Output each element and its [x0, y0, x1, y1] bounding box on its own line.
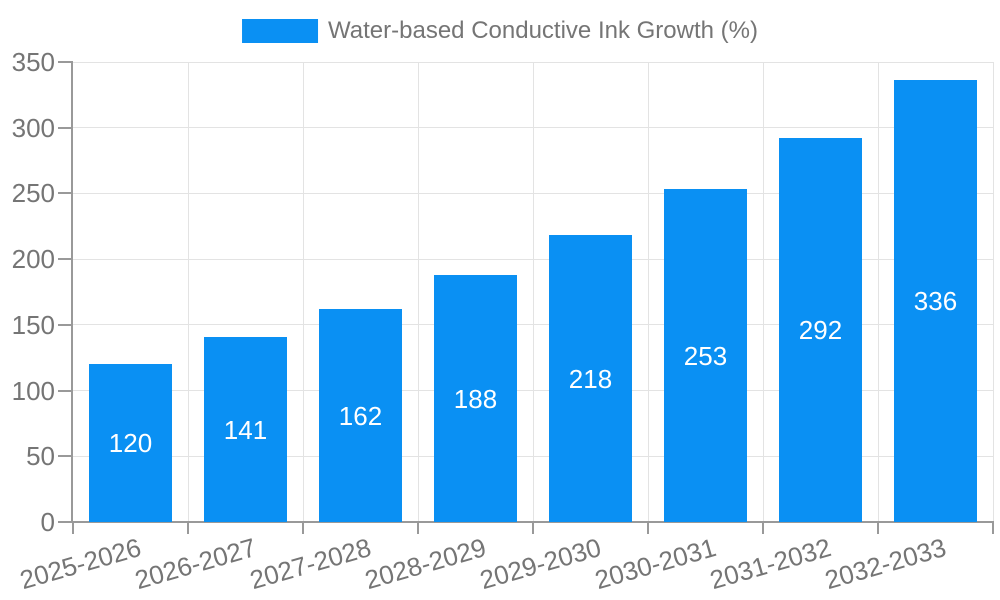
x-axis-tick-label: 2028-2029	[361, 532, 490, 596]
legend-swatch-icon	[242, 19, 319, 43]
y-axis-tick-label: 250	[11, 178, 55, 209]
y-axis-tick-label: 100	[11, 375, 55, 406]
y-axis-tick-label: 300	[11, 112, 55, 143]
bar-value-label: 336	[913, 286, 958, 316]
x-axis-tick-label: 2032-2033	[821, 532, 950, 596]
x-axis-tick-label: 2026-2027	[131, 532, 260, 596]
y-axis-tick	[58, 521, 73, 523]
bar-2025-2026[interactable]	[89, 364, 172, 522]
bar-value-label: 253	[683, 340, 728, 371]
x-axis-tick	[647, 522, 649, 534]
y-axis-tick	[58, 126, 73, 129]
legend-label: Water-based Conductive Ink Growth (%)	[328, 17, 758, 44]
gridline-vertical	[302, 62, 304, 522]
x-axis-line	[71, 521, 994, 523]
y-axis-tick-label: 0	[40, 507, 55, 537]
gridline-vertical	[992, 62, 994, 522]
gridline-vertical	[532, 62, 534, 522]
x-axis-tick	[532, 522, 534, 534]
bar-2026-2027[interactable]	[204, 337, 287, 522]
y-axis-tick	[58, 192, 73, 195]
bar-2030-2031[interactable]	[664, 189, 747, 522]
x-axis-tick	[187, 522, 189, 534]
y-axis-tick	[58, 455, 73, 458]
y-axis-tick	[58, 61, 73, 63]
bar-2032-2033[interactable]	[894, 80, 977, 522]
bar-value-label: 141	[223, 414, 268, 445]
y-axis-line	[71, 62, 73, 522]
gridline-vertical	[762, 62, 764, 522]
x-axis-tick-label: 2025-2026	[16, 532, 145, 596]
x-axis-tick	[877, 522, 879, 534]
y-axis-tick-label: 200	[11, 244, 55, 275]
x-axis-tick	[992, 522, 994, 534]
bar-2028-2029[interactable]	[434, 275, 517, 522]
gridline-vertical	[187, 62, 189, 522]
bar-value-label: 188	[453, 383, 498, 414]
x-axis-tick-label: 2031-2032	[706, 532, 835, 596]
bar-2027-2028[interactable]	[319, 309, 402, 522]
bar-2029-2030[interactable]	[549, 235, 632, 522]
y-axis-tick	[58, 323, 73, 326]
bar-value-label: 162	[338, 400, 383, 431]
y-axis-tick-label: 150	[11, 309, 55, 340]
y-axis-tick-label: 350	[11, 47, 55, 77]
y-axis-tick	[58, 258, 73, 261]
gridline-vertical	[877, 62, 879, 522]
gridline-vertical	[647, 62, 649, 522]
x-axis-tick-label: 2030-2031	[591, 532, 720, 596]
bar-value-label: 292	[798, 315, 843, 345]
y-axis-tick-label: 50	[26, 441, 55, 472]
legend[interactable]: Water-based Conductive Ink Growth (%)	[242, 17, 758, 45]
x-axis-tick-label: 2027-2028	[246, 532, 375, 596]
x-axis-tick	[762, 522, 764, 534]
y-axis-tick	[58, 389, 73, 392]
x-axis-tick-label: 2029-2030	[476, 532, 605, 596]
bar-value-label: 120	[108, 428, 153, 458]
x-axis-tick	[302, 522, 304, 534]
gridline-vertical	[417, 62, 419, 522]
bar-value-label: 218	[568, 363, 613, 394]
x-axis-tick	[417, 522, 419, 534]
bar-2031-2032[interactable]	[779, 138, 862, 522]
x-axis-tick	[72, 522, 74, 534]
